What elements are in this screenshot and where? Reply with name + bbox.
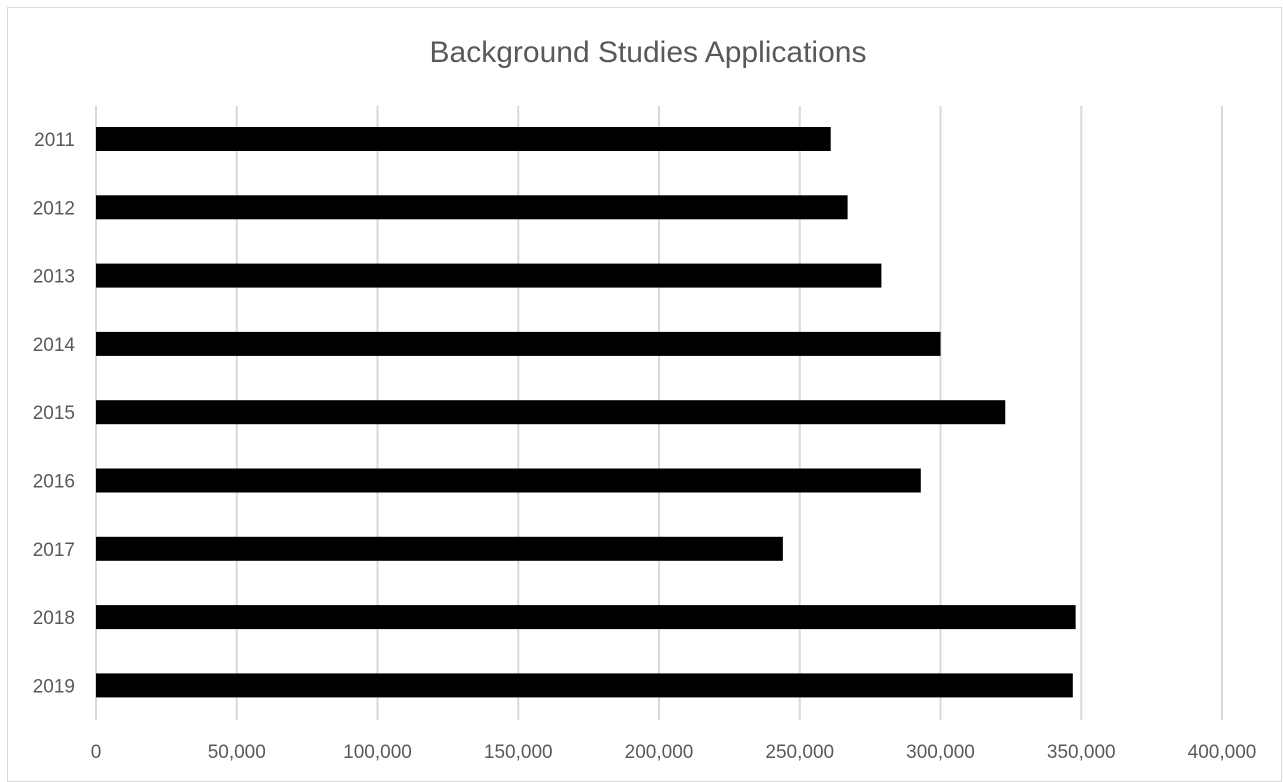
x-tick-label: 200,000	[625, 742, 694, 763]
y-tick-label: 2016	[33, 472, 75, 493]
x-tick-label: 150,000	[484, 742, 553, 763]
bar-2011	[96, 127, 831, 151]
bar-2014	[96, 331, 941, 356]
y-tick-label: 2014	[33, 335, 76, 356]
x-tick-label: 400,000	[1188, 742, 1257, 763]
x-tick-label: 300,000	[906, 742, 975, 763]
bar-2019	[96, 673, 1073, 698]
x-tick-label: 350,000	[1047, 742, 1116, 763]
y-tick-label: 2019	[33, 676, 75, 697]
y-tick-label: 2013	[33, 267, 75, 288]
x-tick-label: 50,000	[208, 742, 266, 763]
x-tick-label: 250,000	[765, 742, 834, 763]
bar-2017	[96, 536, 783, 561]
x-tick-label: 100,000	[343, 742, 412, 763]
chart-title: Background Studies Applications	[430, 36, 867, 69]
bar-2015	[96, 400, 1006, 425]
x-axis-labels: 0 50,000 100,000 150,000 200,000 250,000 300,0…	[91, 742, 1257, 763]
bar-2018	[96, 605, 1076, 630]
y-tick-label: 2017	[33, 540, 75, 561]
y-tick-label: 2015	[33, 403, 75, 424]
y-axis-labels: 2011 2012 2013 2014 2015 2016 2017 2018 2019	[33, 130, 76, 697]
bar-2016	[96, 468, 921, 493]
y-tick-label: 2012	[33, 198, 75, 219]
x-tick-label: 0	[91, 742, 102, 763]
bar-2013	[96, 263, 882, 288]
y-tick-label: 2018	[33, 608, 75, 629]
y-tick-label: 2011	[34, 130, 75, 151]
bars	[96, 127, 1076, 698]
bar-2012	[96, 195, 848, 220]
